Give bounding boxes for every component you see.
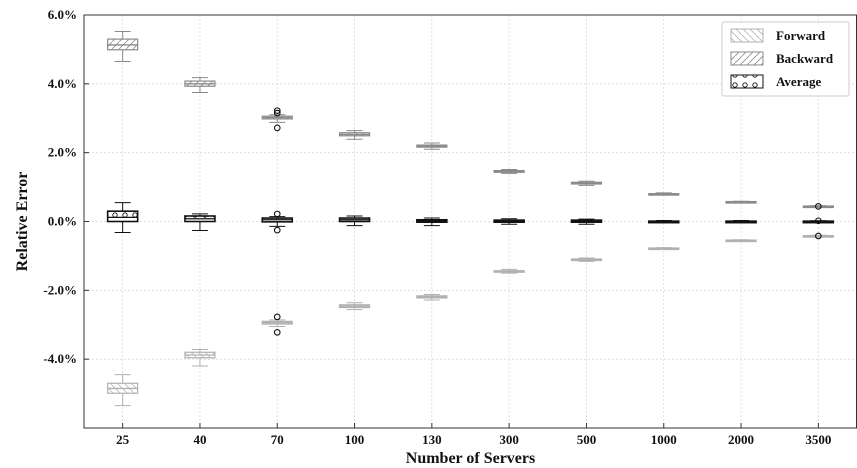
box-body	[106, 210, 139, 223]
box-average-1000	[647, 219, 680, 224]
legend-label-average: Average	[776, 74, 821, 89]
box-backward-300	[493, 169, 525, 174]
box-backward-2000	[725, 200, 757, 204]
box-backward-1000	[648, 192, 680, 196]
x-tick-label: 130	[422, 432, 442, 447]
legend-swatch-forward	[730, 28, 764, 43]
legend-label-forward: Forward	[776, 28, 826, 43]
box-forward-300	[493, 268, 525, 274]
legend-label-backward: Backward	[776, 51, 834, 66]
box-backward-25	[107, 31, 139, 62]
y-tick-label: 6.0%	[48, 7, 77, 22]
x-tick-label: 1000	[651, 432, 677, 447]
y-tick-label: 0.0%	[48, 214, 77, 229]
box-backward-130	[416, 142, 448, 150]
box-backward-40	[184, 77, 216, 93]
x-tick-label: 40	[193, 432, 206, 447]
box-backward-100	[338, 130, 371, 140]
y-axis: 6.0% 4.0% 2.0% 0.0% -2.0% -4.0%	[43, 7, 89, 366]
outlier-point	[273, 328, 281, 336]
outlier-point	[273, 313, 281, 321]
legend-swatch-backward	[730, 51, 764, 66]
box-average-100	[338, 215, 371, 227]
box-average-40	[184, 213, 216, 231]
box-average-25	[106, 202, 139, 234]
legend-entry-forward: Forward	[730, 28, 826, 43]
box-average-130	[416, 217, 448, 227]
y-tick-label: 4.0%	[48, 76, 77, 91]
box-average-2000	[725, 219, 757, 224]
x-axis: 25 40 70 100 130 300 500 1000 2000 3500	[116, 423, 831, 447]
x-axis-title: Number of Servers	[406, 450, 535, 467]
x-tick-label: 300	[499, 432, 519, 447]
outlier-point	[273, 107, 281, 115]
outlier-point	[273, 210, 281, 218]
box-forward-70	[261, 313, 293, 336]
y-axis-title: Relative Error	[14, 172, 31, 272]
box-series	[106, 31, 835, 407]
box-forward-500	[570, 257, 603, 262]
box-forward-100	[338, 302, 371, 311]
box-average-500	[570, 218, 603, 225]
x-tick-label: 25	[116, 432, 130, 447]
box-backward-3500	[802, 205, 834, 209]
box-forward-1000	[648, 247, 680, 251]
box-forward-130	[416, 293, 448, 301]
box-average-300	[493, 218, 525, 225]
y-tick-label: 2.0%	[48, 145, 77, 160]
outlier-point	[273, 124, 281, 132]
y-tick-label: -4.0%	[43, 351, 77, 366]
x-tick-label: 3500	[805, 432, 831, 447]
outlier-point	[273, 226, 281, 234]
box-average-70	[261, 210, 294, 234]
outlier-point	[814, 232, 822, 240]
box-forward-2000	[725, 239, 757, 243]
outlier-point	[814, 203, 822, 210]
x-tick-label: 2000	[728, 432, 754, 447]
legend: Forward Backward Average	[721, 21, 850, 97]
box-backward-500	[570, 180, 603, 186]
x-tick-label: 500	[577, 432, 597, 447]
y-tick-label: -2.0%	[43, 282, 77, 297]
box-backward-70	[261, 107, 293, 132]
box-forward-25	[107, 374, 139, 407]
box-forward-3500	[802, 234, 834, 238]
legend-swatch-average	[730, 74, 764, 89]
legend-entry-average: Average	[730, 74, 821, 89]
box-average-3500	[802, 203, 835, 240]
outlier-point	[814, 217, 822, 225]
legend-entry-backward: Backward	[730, 51, 834, 66]
x-tick-label: 70	[271, 432, 284, 447]
box-forward-40	[184, 349, 216, 367]
x-tick-label: 100	[345, 432, 365, 447]
outlier-point	[273, 109, 281, 117]
